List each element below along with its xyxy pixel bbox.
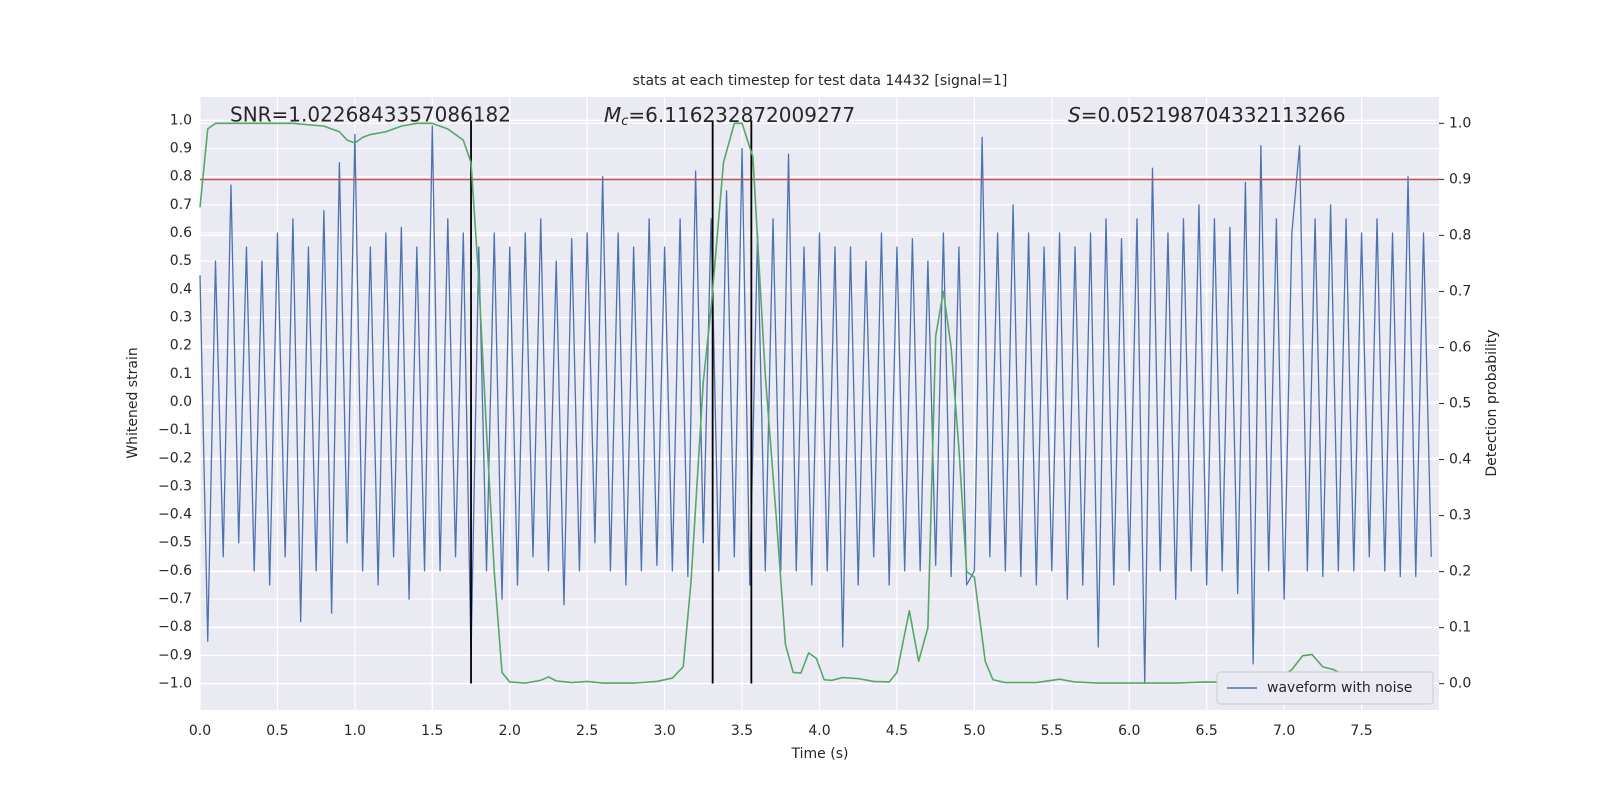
- x-tick-label: 1.5: [421, 723, 443, 739]
- y2-tick-label: 0.1: [1449, 620, 1471, 636]
- x-tick-label: 5.0: [963, 723, 985, 739]
- x-tick-label: 4.5: [886, 723, 908, 739]
- y2-tick-label: 1.0: [1449, 115, 1471, 131]
- x-tick-label: 1.0: [344, 723, 366, 739]
- y-tick-label: 0.8: [170, 169, 192, 185]
- y2-tick-label: 0.0: [1449, 676, 1471, 692]
- x-tick-label: 7.5: [1350, 723, 1372, 739]
- annotation: SNR=1.0226843357086182: [230, 103, 511, 127]
- annotation-subscript: c: [621, 114, 628, 129]
- y-tick-label: 0.9: [170, 141, 192, 157]
- series-line: [199, 125, 1432, 685]
- x-tick-label: 3.5: [731, 723, 753, 739]
- x-tick-label: 2.0: [499, 723, 521, 739]
- y-tick-label: −0.8: [158, 619, 192, 635]
- y-tick-label: 0.4: [170, 281, 192, 297]
- annotation-symbol: M: [604, 103, 621, 127]
- y-tick-label: 0.2: [170, 338, 192, 354]
- y2-tick-label: 0.5: [1449, 396, 1471, 412]
- series-line: [199, 122, 1432, 684]
- annotation-text: =0.052198704332113266: [1081, 103, 1346, 127]
- chart-title: stats at each timestep for test data 144…: [633, 73, 1008, 89]
- y-tick-label: 0.3: [170, 309, 192, 325]
- y2-tick-label: 0.8: [1449, 227, 1471, 243]
- y-tick-label: −0.7: [158, 591, 192, 607]
- y2-tick-label: 0.4: [1449, 452, 1471, 468]
- y2-axis-label: Detection probability: [1484, 329, 1500, 476]
- y2-tick-label: 0.3: [1449, 508, 1471, 524]
- x-tick-label: 6.5: [1196, 723, 1218, 739]
- y-tick-label: −0.3: [158, 478, 192, 494]
- marks: [199, 120, 1439, 685]
- y-tick-label: 0.6: [170, 225, 192, 241]
- y-tick-label: 0.7: [170, 197, 192, 213]
- y-tick-label: −0.1: [158, 422, 192, 438]
- x-tick-label: 2.5: [576, 723, 598, 739]
- legend: waveform with noise: [1216, 671, 1434, 705]
- y-tick-label: −0.4: [158, 507, 192, 523]
- x-tick-label: 5.5: [1041, 723, 1063, 739]
- y-tick-label: 0.5: [170, 253, 192, 269]
- x-tick-label: 3.0: [653, 723, 675, 739]
- legend-box: [1216, 671, 1434, 705]
- annotation: Mc=6.116232872009277: [604, 103, 855, 129]
- x-axis-label: Time (s): [791, 746, 849, 762]
- y2-tick-label: 0.2: [1449, 564, 1471, 580]
- y-tick-label: 1.0: [170, 112, 192, 128]
- annotation-symbol: S: [1068, 103, 1081, 127]
- y2-tick-label: 0.9: [1449, 171, 1471, 187]
- y-tick-label: −0.5: [158, 535, 192, 551]
- y-tick-label: −1.0: [158, 676, 192, 692]
- y2-tick-label: 0.7: [1449, 283, 1471, 299]
- legend-label: waveform with noise: [1267, 680, 1412, 696]
- x-tick-label: 7.0: [1273, 723, 1295, 739]
- y-tick-label: −0.2: [158, 450, 192, 466]
- y-tick-label: −0.6: [158, 563, 192, 579]
- annotation: S=0.052198704332113266: [1068, 103, 1346, 127]
- annotation-text: =6.116232872009277: [628, 103, 855, 127]
- x-tick-label: 6.0: [1118, 723, 1140, 739]
- y2-tick-label: 0.6: [1449, 339, 1471, 355]
- y-tick-label: 0.1: [170, 366, 192, 382]
- x-tick-label: 4.0: [808, 723, 830, 739]
- y-tick-label: −0.9: [158, 647, 192, 663]
- y-tick-label: 0.0: [170, 394, 192, 410]
- x-tick-label: 0.0: [189, 723, 211, 739]
- y-axis-label: Whitened strain: [125, 347, 141, 458]
- x-tick-label: 0.5: [266, 723, 288, 739]
- labels: 0.0 0.5 1.0 1.5 2.0 2.5 3.0 3.5 4.0 4.5 5.0 5.5 6.0 6…: [158, 112, 1471, 739]
